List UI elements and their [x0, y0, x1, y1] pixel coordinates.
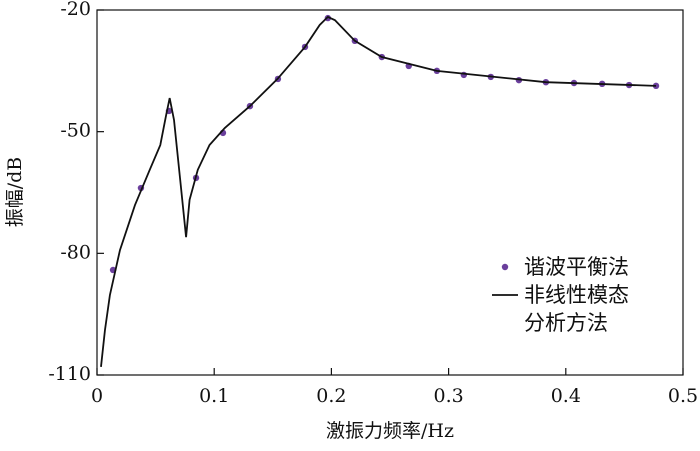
- y-tick-label: -50: [60, 120, 91, 142]
- legend-entry: 谐波平衡法: [490, 253, 629, 281]
- legend-marker: [501, 263, 509, 271]
- legend: 谐波平衡法非线性模态 分析方法: [490, 253, 629, 337]
- x-tick-label: 0.4: [551, 385, 581, 407]
- y-tick-label: -110: [48, 363, 91, 385]
- legend-key: [492, 294, 518, 296]
- y-axis-label: 振幅/dB: [4, 157, 26, 228]
- line-series: [100, 15, 657, 367]
- x-axis-label: 激振力频率/Hz: [326, 420, 454, 442]
- x-tick-label: 0.5: [668, 385, 698, 407]
- x-tick-label: 0.1: [199, 385, 229, 407]
- y-tick-label: -80: [60, 241, 91, 263]
- x-tick-label: 0: [91, 385, 103, 407]
- legend-label: 谐波平衡法: [524, 255, 629, 279]
- legend-key: [501, 263, 509, 271]
- plot-frame: [96, 9, 684, 376]
- legend-label: 非线性模态 分析方法: [524, 283, 629, 335]
- scatter-point: [652, 82, 660, 90]
- y-tick-label: -20: [60, 0, 91, 20]
- x-tick-label: 0.3: [433, 385, 463, 407]
- x-tick-label: 0.2: [316, 385, 346, 407]
- legend-entry: 非线性模态 分析方法: [490, 281, 629, 337]
